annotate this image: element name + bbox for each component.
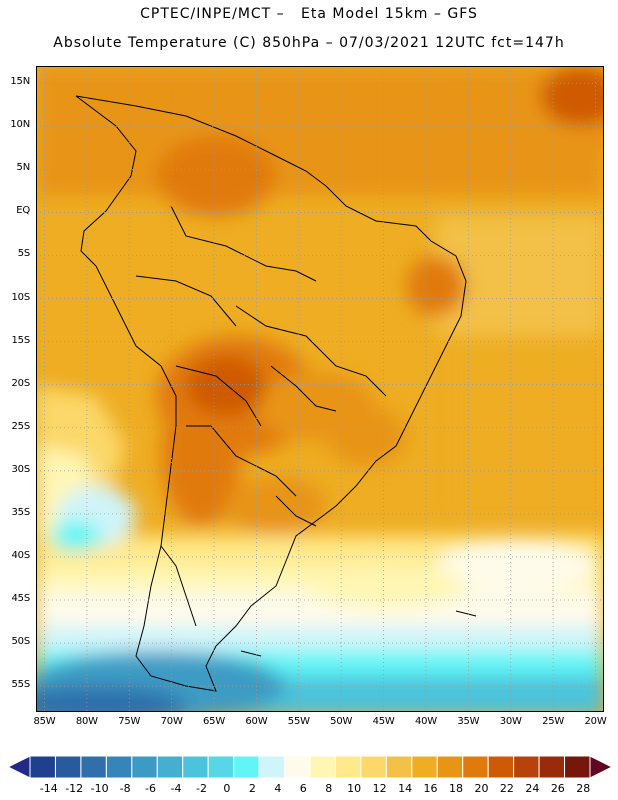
latitude-tick-label: 40S: [11, 549, 31, 561]
colorbar-swatch: [182, 755, 209, 779]
colorbar-swatch: [436, 755, 464, 779]
colorbar-label: -2: [195, 782, 207, 795]
colorbar: [6, 755, 614, 779]
colorbar-swatch: [29, 755, 56, 779]
colorbar-swatch: [360, 755, 387, 779]
title-line-2: Absolute Temperature (C) 850hPa – 07/03/…: [53, 35, 565, 51]
colorbar-swatch: [156, 755, 184, 779]
colorbar-swatch: [233, 755, 260, 779]
colorbar-label: 4: [274, 782, 282, 795]
latitude-tick-label: 20S: [11, 377, 31, 389]
latitude-tick-label: 45S: [11, 593, 31, 605]
longitude-tick-label: 50W: [330, 716, 353, 727]
graticule: [36, 66, 604, 712]
latitude-tick-label: 30S: [11, 463, 31, 475]
latitude-tick-label: 55S: [11, 679, 31, 691]
colorbar-swatch: [258, 755, 286, 779]
colorbar-label: 26: [550, 782, 565, 795]
colorbar-swatch: [54, 755, 82, 779]
longitude-tick-label: 30W: [499, 716, 522, 727]
colorbar-swatch: [487, 755, 515, 779]
colorbar-label: 28: [576, 782, 591, 795]
colorbar-swatch: [284, 755, 311, 779]
colorbar-label: 24: [525, 782, 540, 795]
colorbar-swatch: [385, 755, 413, 779]
longitude-tick-label: 85W: [33, 716, 56, 727]
longitude-tick-label: 20W: [584, 716, 607, 727]
colorbar-label: 16: [423, 782, 438, 795]
colorbar-label: 14: [398, 782, 413, 795]
longitude-tick-label: 25W: [542, 716, 565, 727]
latitude-tick-label: 25S: [11, 420, 31, 432]
colorbar-label: 8: [325, 782, 333, 795]
temperature-field: [36, 66, 604, 712]
colorbar-swatch: [334, 755, 362, 779]
latitude-tick-label: 50S: [11, 636, 31, 648]
latitude-tick-label: 5N: [16, 162, 31, 174]
colorbar-swatch: [411, 755, 438, 779]
colorbar-swatch: [207, 755, 235, 779]
latitude-tick-label: 35S: [11, 506, 31, 518]
coastlines: [75, 95, 477, 692]
colorbar-label: -10: [90, 782, 109, 795]
title-line-1: CPTEC/INPE/MCT – Eta Model 15km – GFS: [140, 6, 478, 22]
latitude-tick-label: 10S: [11, 291, 31, 303]
colorbar-label: 20: [474, 782, 489, 795]
colorbar-swatch: [462, 755, 489, 779]
latitude-tick-label: 10N: [10, 119, 30, 131]
colorbar-label: 12: [372, 782, 387, 795]
colorbar-label: 18: [449, 782, 463, 795]
colorbar-label: -12: [65, 782, 84, 795]
colorbar-swatch: [564, 755, 591, 779]
colorbar-label: -6: [145, 782, 157, 795]
longitude-tick-label: 40W: [414, 716, 437, 727]
colorbar-swatch: [131, 755, 158, 779]
colorbar-label: 6: [299, 782, 307, 795]
temperature-map: [36, 66, 604, 712]
longitude-tick-label: 65W: [203, 716, 226, 727]
latitude-tick-label: 15S: [11, 334, 31, 346]
colorbar-swatch: [80, 755, 107, 779]
colorbar-swatch: [105, 755, 133, 779]
colorbar-label: -14: [39, 782, 58, 795]
longitude-tick-label: 75W: [118, 716, 141, 727]
longitude-tick-label: 45W: [372, 716, 395, 727]
longitude-tick-label: 70W: [160, 716, 183, 727]
longitude-tick-label: 80W: [75, 716, 98, 727]
map-panel: [36, 66, 604, 712]
colorbar-label: -4: [170, 782, 182, 795]
colorbar-swatch: [309, 755, 336, 779]
latitude-tick-label: EQ: [16, 205, 30, 217]
colorbar-swatch: [513, 755, 540, 779]
colorbar-over-arrow: [589, 755, 614, 779]
longitude-tick-label: 55W: [287, 716, 310, 727]
colorbar-label: 0: [223, 782, 231, 795]
colorbar-swatch: [538, 755, 566, 779]
colorbar-under-arrow: [6, 755, 31, 779]
longitude-tick-label: 60W: [245, 716, 268, 727]
map-frame: [36, 66, 604, 712]
colorbar-label: 2: [248, 782, 256, 795]
latitude-tick-label: 5S: [17, 248, 31, 260]
longitude-tick-label: 35W: [457, 716, 480, 727]
colorbar-label: -8: [119, 782, 131, 795]
colorbar-label: 22: [499, 782, 514, 795]
colorbar-label: 10: [347, 782, 362, 795]
latitude-tick-label: 15N: [10, 76, 30, 88]
